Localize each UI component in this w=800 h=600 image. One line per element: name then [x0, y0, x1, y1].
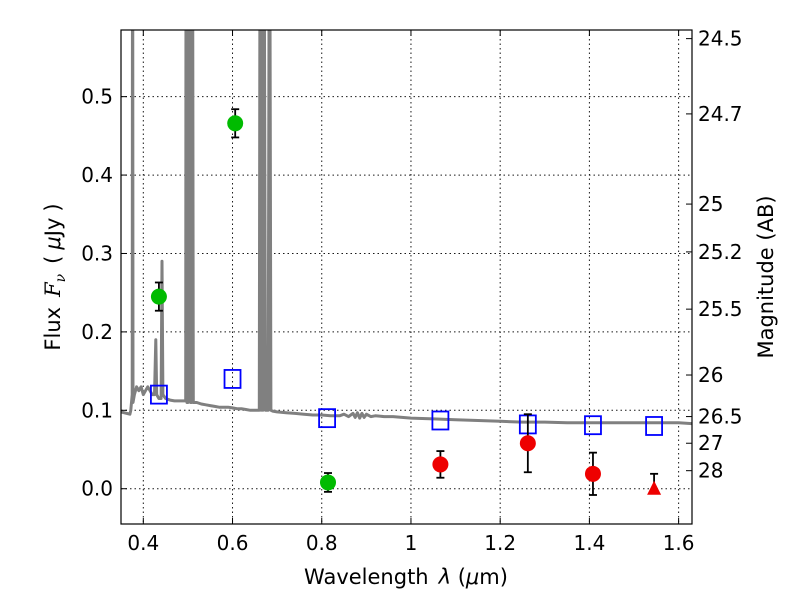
observed-data-point: [584, 465, 601, 482]
y2-tick-label: 26: [698, 363, 723, 387]
y2-tick-label: 24.7: [698, 102, 743, 126]
y-tick-label: 0.3: [81, 241, 113, 265]
x-ticks: 0.4 0.6 0.8 1 1.2 1.4 1.6: [127, 30, 695, 555]
x-tick-label: 1.4: [573, 531, 605, 555]
observed-data-point: [227, 115, 244, 132]
y-tick-label: 0.0: [81, 477, 113, 501]
observed-data-point: [432, 456, 449, 473]
model-photometry-box: [150, 384, 168, 405]
y-tick-label: 0.4: [81, 163, 113, 187]
y-tick-label: 0.1: [81, 398, 113, 422]
observed-data-point: [319, 474, 336, 491]
y2-tick-label: 26.5: [698, 405, 743, 429]
y2-tick-label: 25.5: [698, 297, 743, 321]
y2-axis-label: Magnitude (AB): [754, 195, 778, 358]
model-photometry-box: [223, 369, 242, 389]
grid-lines: [121, 30, 692, 524]
model-photometry-box: [318, 408, 336, 429]
x-tick-label: 0.4: [127, 531, 159, 555]
x-tick-label: 1: [405, 531, 418, 555]
chart-markers: [150, 108, 663, 496]
model-photometry-box: [645, 416, 663, 436]
upper-limit-triangle: [647, 480, 662, 495]
chart-marks: [121, 30, 692, 426]
observed-data-point: [150, 288, 167, 305]
x-tick-label: 1.6: [663, 531, 695, 555]
y2-tick-label: 25: [698, 192, 723, 216]
y-tick-label: 0.2: [81, 320, 113, 344]
y2-tick-label: 28: [698, 459, 723, 483]
y-axis-label: FluxFν(μJy): [41, 203, 69, 350]
plot-background: [121, 30, 692, 524]
model-spectrum-line: [121, 30, 692, 426]
model-photometry-box: [431, 410, 450, 431]
model-photometry-box: [584, 415, 602, 436]
x-axis-label: Wavelength λ (μm): [304, 565, 508, 589]
y2-tick-label: 25.2: [698, 240, 743, 264]
y-ticks: 0.0 0.1 0.2 0.3 0.4 0.5: [81, 85, 127, 501]
plot-frame: [120, 29, 693, 525]
x-tick-label: 1.2: [484, 531, 516, 555]
y2-tick-label: 24.5: [698, 27, 743, 51]
y2-ticks: 24.5 24.7 25 25.2 25.5 26 26.527 28: [686, 27, 743, 483]
observed-data-point: [519, 435, 536, 452]
y2-tick-label: 27: [698, 431, 723, 455]
y-tick-label: 0.5: [81, 85, 113, 109]
x-tick-label: 0.8: [306, 531, 338, 555]
x-tick-label: 0.6: [217, 531, 249, 555]
